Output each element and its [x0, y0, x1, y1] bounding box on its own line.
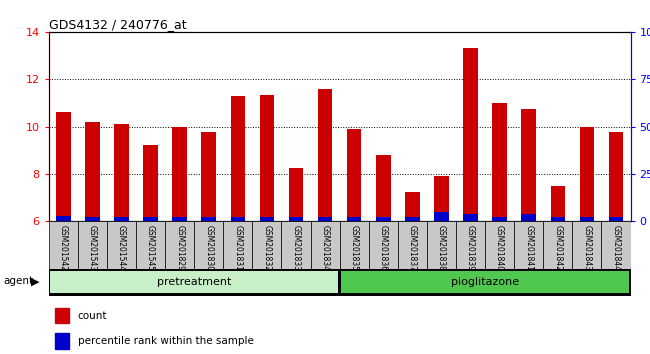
Bar [259, 95, 274, 221]
Text: GSM201840: GSM201840 [495, 225, 504, 271]
Bar [463, 214, 478, 221]
Bar [405, 192, 420, 221]
Text: GSM201839: GSM201839 [466, 225, 475, 271]
Bar [580, 217, 594, 221]
Text: agent: agent [3, 276, 33, 286]
Bar [543, 221, 573, 269]
Bar [318, 217, 332, 221]
Bar [427, 221, 456, 269]
Bar [56, 112, 71, 221]
Text: GSM201836: GSM201836 [379, 225, 388, 271]
Text: pioglitazone: pioglitazone [451, 277, 519, 287]
Text: GSM201841: GSM201841 [524, 225, 533, 271]
Bar [289, 168, 304, 221]
Text: GSM201844: GSM201844 [612, 225, 621, 271]
Bar [231, 217, 245, 221]
Bar [376, 217, 391, 221]
Bar [289, 217, 304, 221]
Bar [456, 221, 485, 269]
Text: GSM201834: GSM201834 [320, 225, 330, 271]
Bar [143, 145, 158, 221]
Bar [50, 271, 338, 293]
Text: GDS4132 / 240776_at: GDS4132 / 240776_at [49, 18, 187, 31]
Bar [608, 132, 623, 221]
Text: GSM201838: GSM201838 [437, 225, 446, 271]
Bar [485, 221, 514, 269]
Text: GSM201832: GSM201832 [263, 225, 272, 271]
Bar [551, 186, 565, 221]
Bar [339, 269, 630, 296]
Bar [143, 217, 158, 221]
Bar [347, 217, 361, 221]
Bar [311, 221, 339, 269]
Bar [521, 214, 536, 221]
Bar [347, 129, 361, 221]
Bar [55, 333, 69, 349]
Bar [580, 127, 594, 221]
Bar [231, 96, 245, 221]
Text: GSM201542: GSM201542 [58, 225, 68, 271]
Bar [114, 217, 129, 221]
Bar [56, 216, 71, 221]
Text: GSM201831: GSM201831 [233, 225, 242, 271]
Bar [463, 48, 478, 221]
Bar [341, 271, 629, 293]
Text: GSM201843: GSM201843 [582, 225, 592, 271]
Text: GSM201829: GSM201829 [175, 225, 184, 271]
Text: ▶: ▶ [31, 276, 40, 286]
Bar [202, 217, 216, 221]
Bar [434, 212, 448, 221]
Bar [318, 89, 332, 221]
Bar [114, 124, 129, 221]
Text: GSM201842: GSM201842 [553, 225, 562, 271]
Bar [224, 221, 252, 269]
Text: GSM201835: GSM201835 [350, 225, 359, 271]
Text: GSM201837: GSM201837 [408, 225, 417, 271]
Bar [252, 221, 281, 269]
Bar [136, 221, 165, 269]
Text: pretreatment: pretreatment [157, 277, 231, 287]
Bar [165, 221, 194, 269]
Bar [339, 221, 369, 269]
Bar [78, 221, 107, 269]
Text: GSM201543: GSM201543 [88, 225, 97, 271]
Bar [172, 127, 187, 221]
Bar [194, 221, 224, 269]
Bar [601, 221, 630, 269]
Bar [492, 103, 507, 221]
Text: GSM201544: GSM201544 [117, 225, 126, 271]
Bar [85, 122, 99, 221]
Bar [514, 221, 543, 269]
Text: GSM201833: GSM201833 [291, 225, 300, 271]
Bar [398, 221, 427, 269]
Text: GSM201830: GSM201830 [204, 225, 213, 271]
Bar [551, 217, 565, 221]
Bar [608, 217, 623, 221]
Bar [107, 221, 136, 269]
Bar [573, 221, 601, 269]
Bar [202, 132, 216, 221]
Bar [55, 308, 69, 323]
Text: count: count [78, 310, 107, 320]
Bar [405, 217, 420, 221]
Bar [85, 217, 99, 221]
Text: percentile rank within the sample: percentile rank within the sample [78, 336, 254, 346]
Bar [281, 221, 311, 269]
Bar [376, 155, 391, 221]
Bar [434, 176, 448, 221]
Bar [172, 217, 187, 221]
Bar [492, 217, 507, 221]
Bar [259, 217, 274, 221]
Bar [49, 221, 78, 269]
Bar [49, 269, 339, 296]
Bar [521, 109, 536, 221]
Text: GSM201545: GSM201545 [146, 225, 155, 271]
Bar [369, 221, 398, 269]
